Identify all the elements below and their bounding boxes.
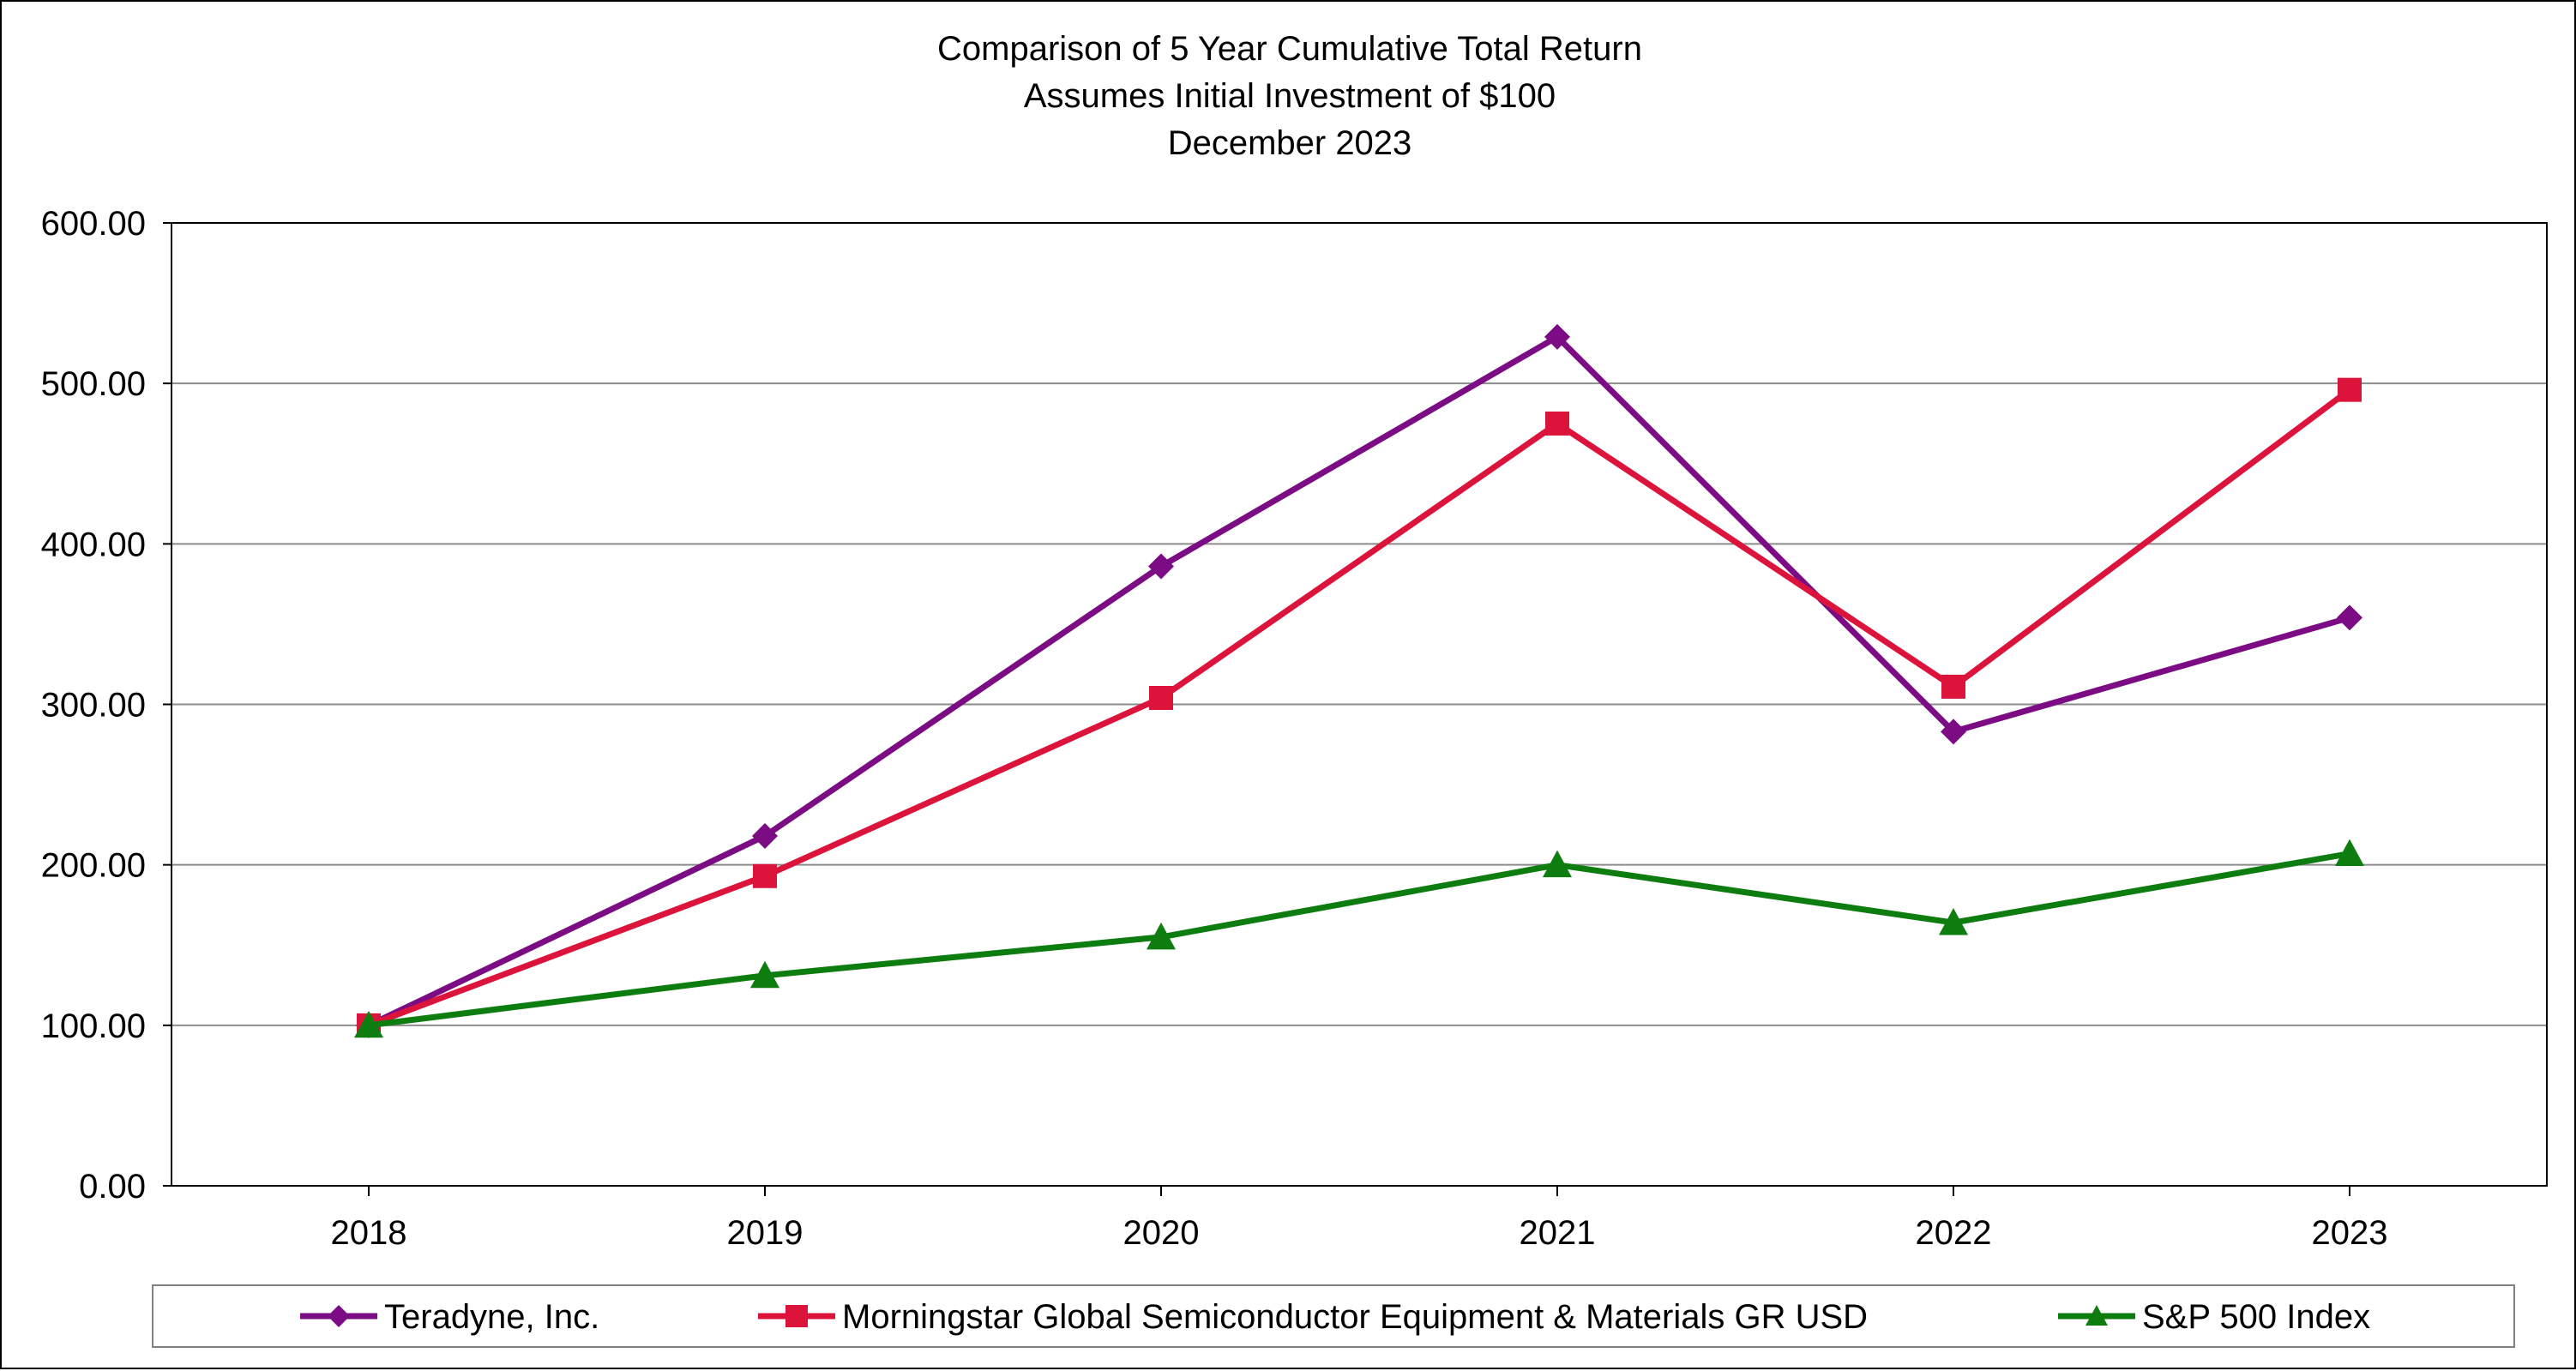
series-line xyxy=(367,334,2350,1028)
data-point xyxy=(2338,377,2362,402)
y-tick-label: 400.00 xyxy=(41,526,146,563)
legend-item-2: Morningstar Global Semiconductor Equipme… xyxy=(758,1298,1868,1336)
legend-label: S&P 500 Index xyxy=(2142,1298,2370,1336)
series-line xyxy=(367,387,2352,1029)
series-3 xyxy=(354,839,2364,1038)
gridlines xyxy=(172,382,2547,1026)
data-point xyxy=(1941,719,1966,745)
y-tick-label: 300.00 xyxy=(41,687,146,725)
data-point xyxy=(1939,908,1968,935)
chart-title-line-2: Assumes Initial Investment of $100 xyxy=(1024,77,1556,115)
y-tick-label: 200.00 xyxy=(41,847,146,885)
data-point xyxy=(1545,411,1569,436)
data-point xyxy=(753,863,777,888)
chart-title-line-1: Comparison of 5 Year Cumulative Total Re… xyxy=(937,30,1642,68)
legend-label: Teradyne, Inc. xyxy=(384,1298,599,1336)
data-point xyxy=(1543,850,1572,878)
data-point xyxy=(752,822,778,849)
x-axis-ticks: 2018 2019 2020 2021 2022 2023 xyxy=(331,1186,2388,1252)
series-2 xyxy=(357,377,2362,1037)
x-tick-label: 2020 xyxy=(1123,1214,1200,1252)
legend-item-3: S&P 500 Index xyxy=(2058,1298,2370,1336)
legend-swatch-marker xyxy=(328,1305,350,1327)
x-tick-label: 2022 xyxy=(1916,1214,1992,1252)
data-point xyxy=(1148,553,1174,580)
legend-swatch-marker xyxy=(785,1305,808,1327)
data-point xyxy=(2337,604,2362,631)
legend-swatch-marker xyxy=(2085,1305,2108,1326)
series-1 xyxy=(356,323,2362,1038)
x-tick-label: 2021 xyxy=(1520,1214,1596,1252)
legend-item-1: Teradyne, Inc. xyxy=(300,1298,599,1336)
x-tick-label: 2019 xyxy=(727,1214,803,1252)
data-point xyxy=(354,1010,383,1038)
data-point xyxy=(750,960,779,989)
data-point xyxy=(1941,674,1965,699)
chart-title: Comparison of 5 Year Cumulative Total Re… xyxy=(937,30,1642,162)
y-axis-ticks: 0.00 100.00 200.00 300.00 400.00 500.00 600.00 xyxy=(41,205,172,1206)
data-point xyxy=(2335,839,2364,867)
y-tick-label: 0.00 xyxy=(79,1168,146,1206)
data-point xyxy=(1149,686,1173,711)
y-tick-label: 100.00 xyxy=(41,1007,146,1045)
series-lines xyxy=(354,323,2364,1038)
chart-title-line-3: December 2023 xyxy=(1168,124,1412,162)
data-point xyxy=(1544,323,1570,350)
legend: Teradyne, Inc. Morningstar Global Semicon… xyxy=(152,1284,2515,1348)
series-line xyxy=(368,851,2350,1029)
x-tick-label: 2023 xyxy=(2312,1214,2388,1252)
x-tick-label: 2018 xyxy=(331,1214,407,1252)
y-tick-label: 500.00 xyxy=(41,365,146,403)
data-point xyxy=(1147,922,1176,950)
y-tick-label: 600.00 xyxy=(41,205,146,243)
legend-label: Morningstar Global Semiconductor Equipme… xyxy=(842,1298,1868,1336)
